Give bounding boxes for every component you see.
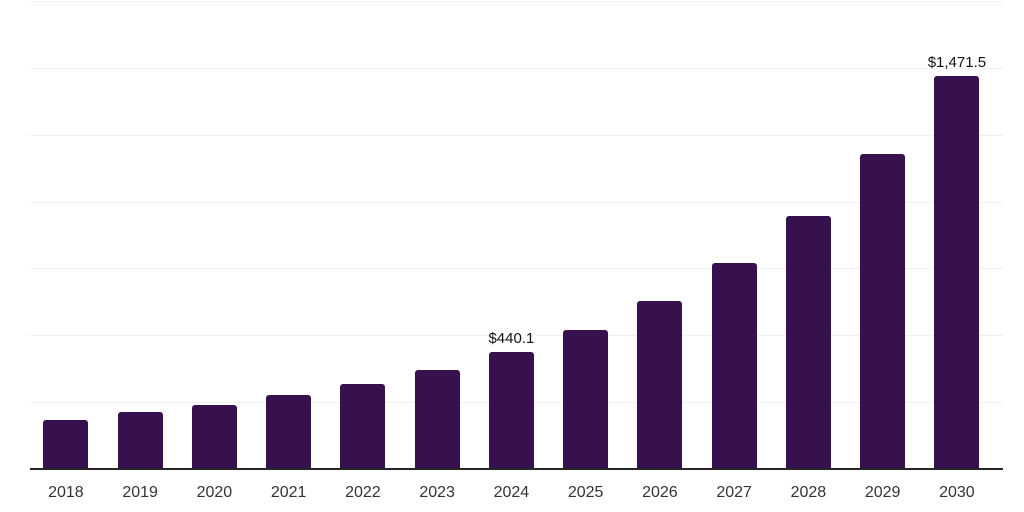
x-axis-line (30, 468, 1003, 470)
bar-2026 (637, 300, 683, 470)
gridline-1000 (30, 201, 1003, 203)
x-tick-2022: 2022 (345, 484, 381, 501)
bar-2023 (414, 369, 460, 470)
bar-value-label-2024: $440.1 (488, 330, 535, 348)
x-tick-2030: 2030 (939, 484, 975, 501)
x-tick-2024: 2024 (493, 484, 530, 501)
bar-value-label-2030: $1,471.5 (927, 54, 987, 72)
bar-2025 (563, 330, 609, 470)
x-tick-2029: 2029 (864, 484, 901, 501)
x-tick-2027: 2027 (716, 484, 752, 501)
x-tick-2021: 2021 (270, 484, 307, 501)
plot-area: $440.1 $1,471.5 (30, 1, 1003, 470)
gridline-1750 (30, 1, 1003, 2)
x-tick-2019: 2019 (122, 484, 158, 501)
x-tick-2025: 2025 (567, 484, 604, 501)
bar-2028 (785, 215, 831, 470)
x-tick-2023: 2023 (419, 484, 455, 501)
bar-2022 (340, 383, 386, 470)
x-tick-2028: 2028 (790, 484, 827, 501)
bar-2021 (266, 395, 312, 470)
gridline-1500 (30, 67, 1003, 69)
x-tick-2026: 2026 (642, 484, 678, 501)
bar-2020 (191, 404, 237, 470)
bar-2018 (43, 420, 89, 470)
bar-2027 (711, 262, 757, 470)
bar-2030 (934, 76, 980, 470)
bar-2019 (117, 412, 163, 470)
x-tick-2020: 2020 (196, 484, 233, 501)
gridline-750 (30, 268, 1003, 270)
gridline-500 (30, 335, 1003, 337)
bar-2029 (860, 154, 906, 470)
x-tick-2018: 2018 (48, 484, 84, 501)
gridline-1250 (30, 134, 1003, 136)
bar-2024 (488, 352, 534, 470)
